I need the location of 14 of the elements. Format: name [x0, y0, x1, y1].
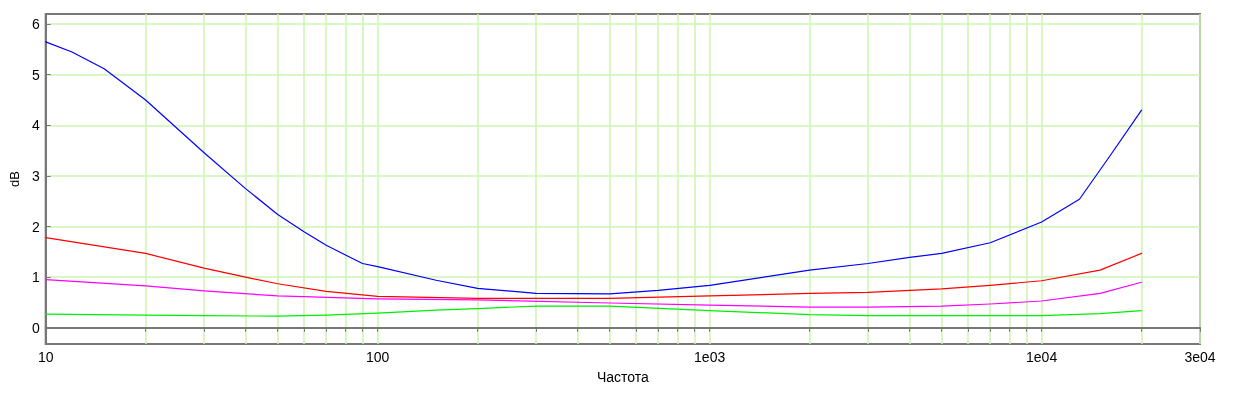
- x-tick-label: 1e04: [1026, 349, 1058, 365]
- y-tick-label: 6: [31, 16, 40, 33]
- y-tick-label: 5: [31, 66, 40, 83]
- y-tick-label: 4: [31, 117, 40, 134]
- x-tick-label: 10: [37, 349, 54, 365]
- y-tick-label: 1: [31, 269, 40, 286]
- x-tick-label: 100: [365, 349, 390, 365]
- x-axis-title: Частота: [596, 369, 649, 385]
- y-axis-title: dB: [7, 171, 22, 187]
- x-tick-label: 1e03: [694, 349, 726, 365]
- y-tick-label: 2: [31, 218, 40, 235]
- x-tick-label: 3e04: [1184, 349, 1216, 365]
- y-tick-label: 3: [31, 167, 40, 184]
- y-tick-label: 0: [31, 319, 40, 336]
